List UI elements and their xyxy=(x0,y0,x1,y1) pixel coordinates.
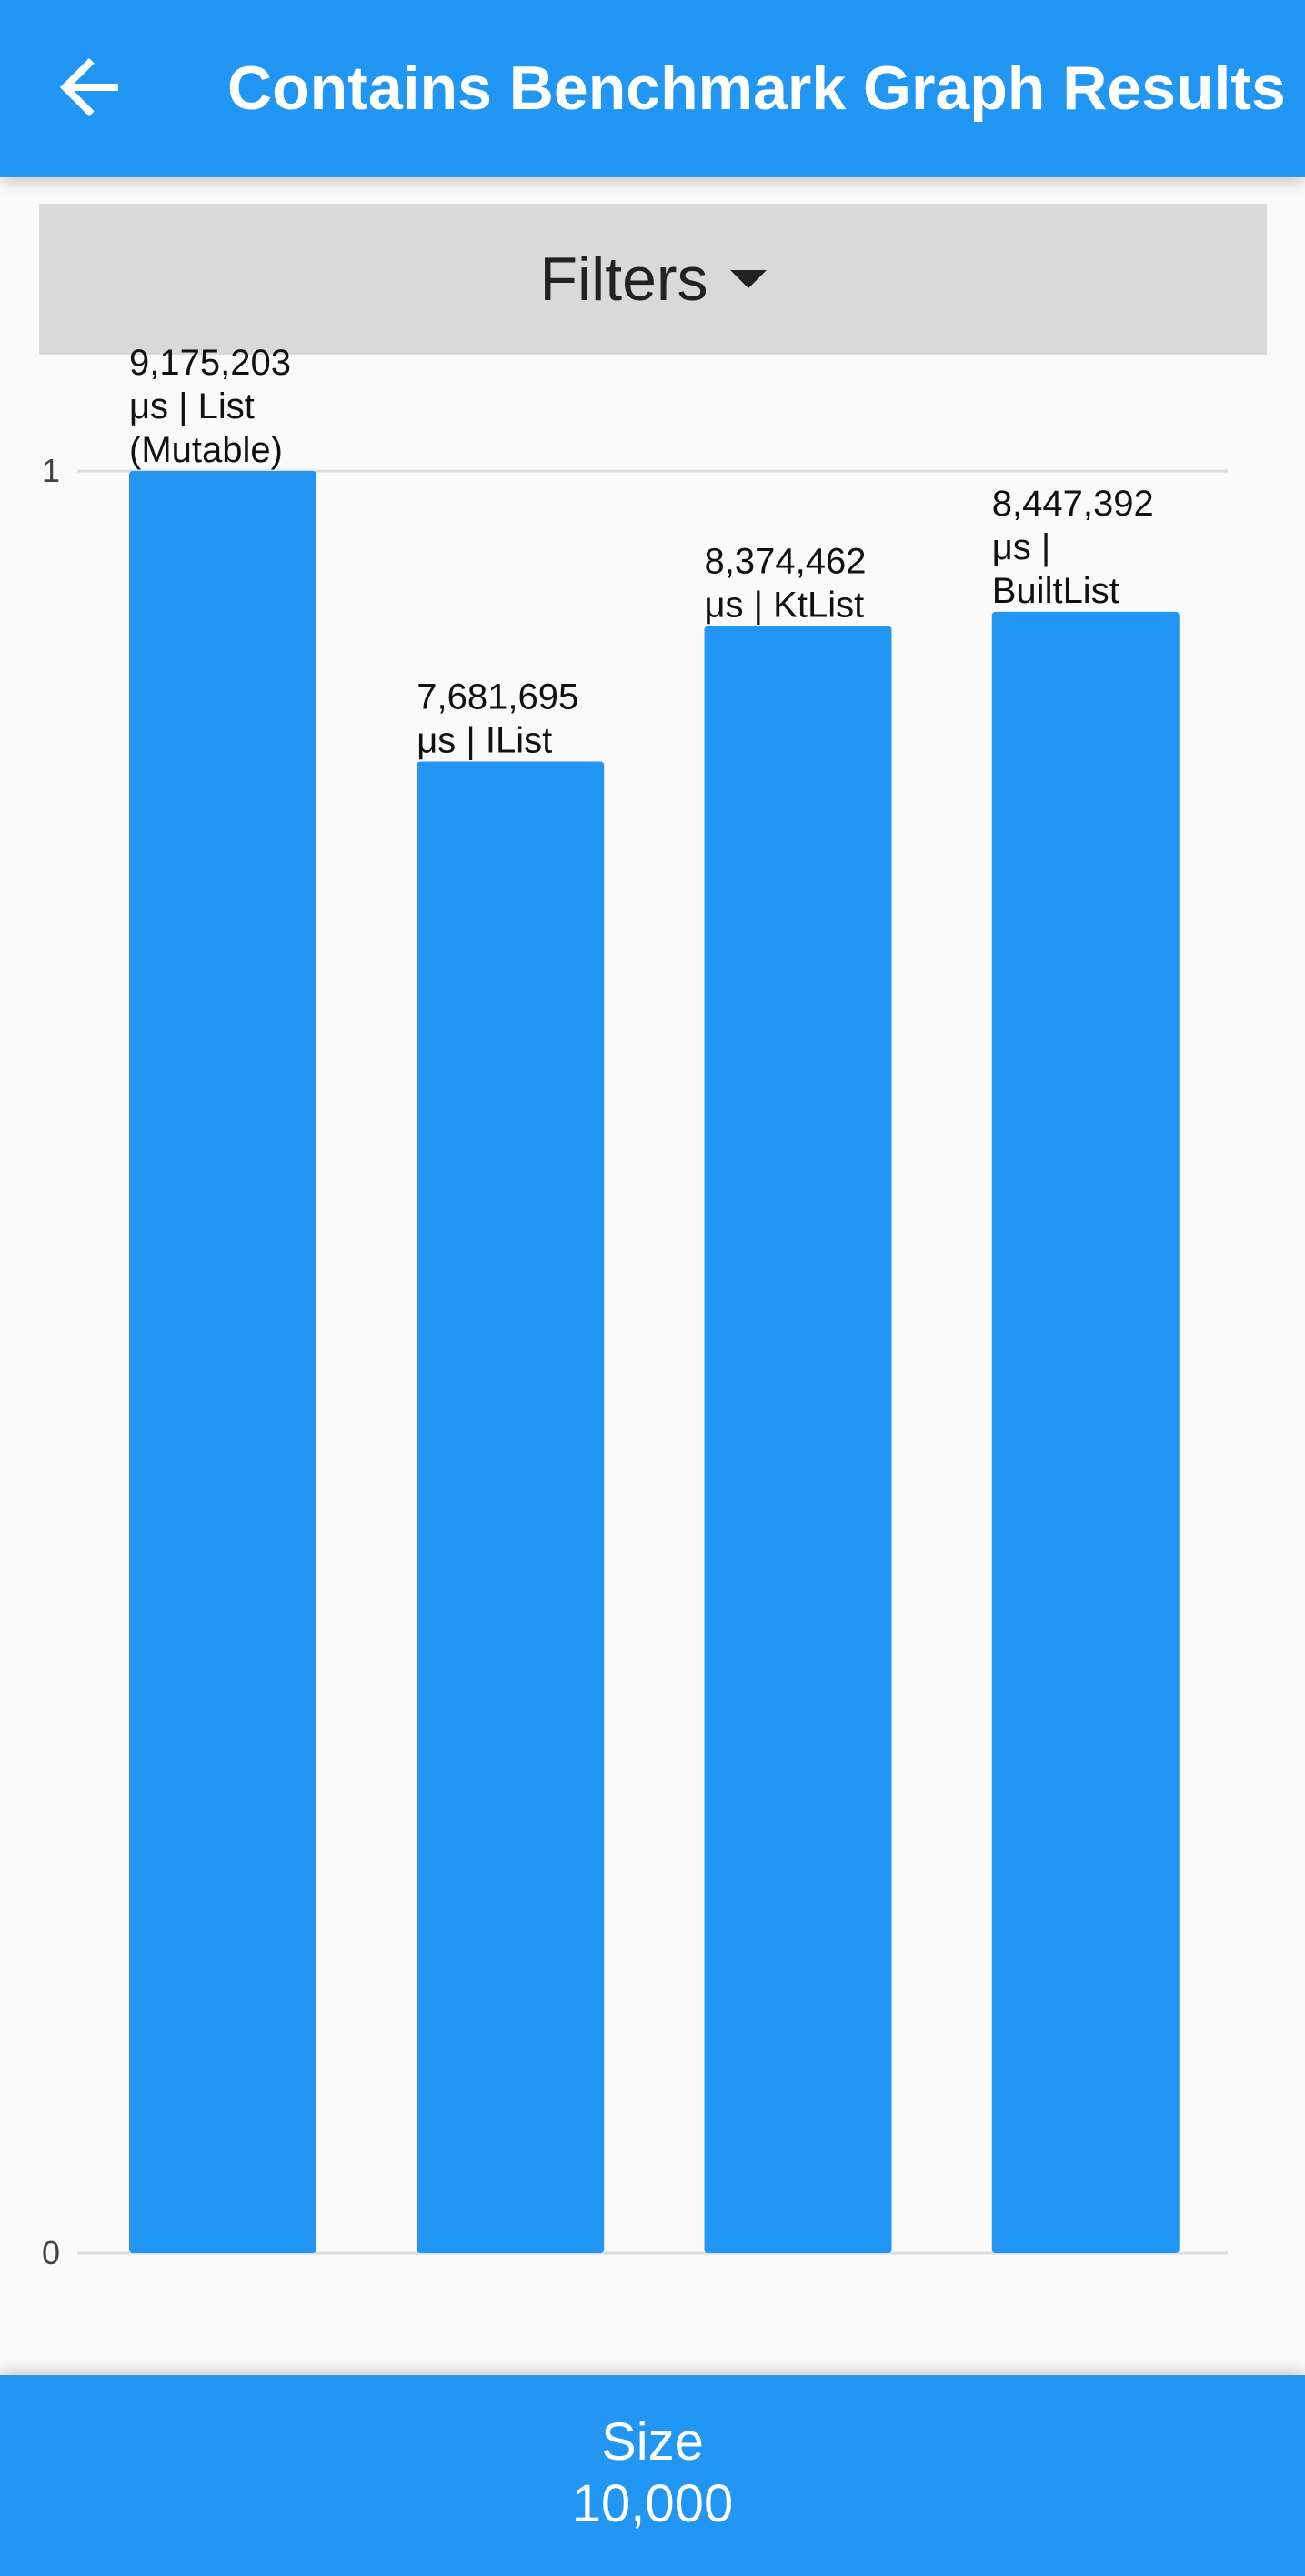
bar-ktlist xyxy=(705,626,892,2253)
data-label-line: 7,681,695 xyxy=(417,677,578,717)
data-label-line: (Mutable) xyxy=(129,430,283,470)
data-label-line: 8,374,462 xyxy=(705,542,867,582)
data-label: 9,175,203 μs | List (Mutable) xyxy=(129,343,291,470)
data-label: 8,374,462 μs | KtList xyxy=(705,542,867,626)
data-label: 8,447,392 μs | BuiltList xyxy=(992,484,1154,611)
bar-list-mutable xyxy=(129,471,316,2253)
data-label-line: BuiltList xyxy=(992,571,1119,611)
y-tick-label: 0 xyxy=(42,2234,60,2271)
page-title: Contains Benchmark Graph Results xyxy=(227,0,1286,177)
data-label-line: μs | List xyxy=(129,386,255,426)
bar-ilist xyxy=(417,761,604,2253)
size-label: Size xyxy=(0,2411,1305,2472)
data-label-line: μs | xyxy=(992,527,1051,567)
bar-builtlist xyxy=(992,612,1180,2253)
data-label-line: 9,175,203 xyxy=(129,343,291,383)
size-value: 10,000 xyxy=(0,2473,1305,2534)
size-selector[interactable]: Size 10,000 xyxy=(0,2375,1305,2576)
data-label-line: 8,447,392 xyxy=(992,484,1154,524)
data-label-line: μs | KtList xyxy=(705,586,865,626)
data-label-line: μs | IList xyxy=(417,720,552,760)
app-bar: Contains Benchmark Graph Results xyxy=(0,0,1305,177)
arrow-back-icon xyxy=(45,44,133,131)
bars-layer xyxy=(129,471,1180,2253)
data-label: 7,681,695 μs | IList xyxy=(417,677,578,760)
y-tick-labels-layer: 01 xyxy=(42,452,60,2271)
bar-chart: 9,175,203 μs | List (Mutable)7,681,695 μs |… xyxy=(0,0,1305,2375)
back-button[interactable] xyxy=(45,44,133,131)
y-tick-label: 1 xyxy=(42,452,60,489)
